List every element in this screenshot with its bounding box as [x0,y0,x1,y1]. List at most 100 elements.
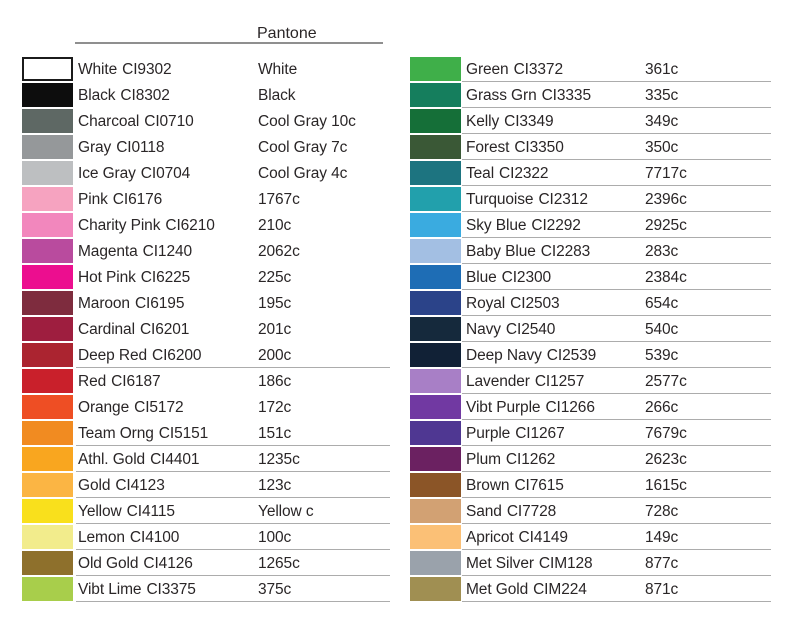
color-name: Royal [466,295,506,312]
color-name: White [78,61,118,78]
color-row: Yellow CI4115 Yellow c [22,499,394,525]
color-swatch [22,135,73,159]
pantone-value: 200c [258,347,292,364]
color-row: Pink CI6176 1767c [22,187,394,213]
color-name: Cardinal [78,321,135,338]
color-swatch [410,161,461,185]
color-row: Athl. Gold CI4401 1235c [22,447,394,473]
color-name: Forest [466,139,510,156]
color-row: Charity Pink CI6210 210c [22,213,394,239]
pantone-value: 540c [645,321,679,338]
color-code: CIM224 [533,581,587,598]
pantone-value: 361c [645,61,679,78]
color-name: Brown [466,477,510,494]
color-row: Grass Grn CI3335 335c [410,83,782,109]
color-row: Cardinal CI6201 201c [22,317,394,343]
row-rule [462,107,771,108]
color-row: Charcoal CI0710 Cool Gray 10c [22,109,394,135]
pantone-value: 539c [645,347,679,364]
color-row: White CI9302 White [22,57,394,83]
pantone-value: White [258,61,298,78]
color-swatch [410,83,461,107]
color-row: Gold CI4123 123c [22,473,394,499]
color-swatch [410,239,461,263]
color-row: Met Silver CIM128 877c [410,551,782,577]
color-row: Gray CI0118 Cool Gray 7c [22,135,394,161]
row-rule [76,497,390,498]
color-code: CI2283 [540,243,591,260]
color-code: CI2322 [499,165,549,182]
color-swatch [410,343,461,367]
color-code: CI2300 [501,269,552,286]
pantone-value: 151c [258,425,292,442]
pantone-value: Cool Gray 7c [258,139,348,156]
color-swatch [22,447,73,471]
row-rule [462,133,771,134]
color-code: CI1257 [534,373,585,390]
color-swatch [410,525,461,549]
color-swatch [22,551,73,575]
row-rule [462,575,771,576]
color-swatch [22,395,73,419]
color-swatch [410,57,461,81]
color-code: CI3372 [513,61,563,78]
color-swatch [410,395,461,419]
color-name: Plum [466,451,501,468]
color-code: CI4115 [126,503,175,520]
color-row: Turquoise CI2312 2396c [410,187,782,213]
pantone-value: 195c [258,295,292,312]
color-row: Sand CI7728 728c [410,499,782,525]
row-rule [462,211,771,212]
color-name: Magenta [78,243,138,260]
color-name: Gray [78,139,112,156]
color-name: Deep Red [78,347,147,364]
color-row: Forest CI3350 350c [410,135,782,161]
color-name: Turquoise [466,191,534,208]
row-rule [462,471,771,472]
pantone-value: 266c [645,399,679,416]
pantone-value: 123c [258,477,292,494]
row-rule [462,523,771,524]
pantone-value: 283c [645,243,679,260]
color-row: Green CI3372 361c [410,57,782,83]
pantone-value: 2384c [645,269,687,286]
pantone-value: 7679c [645,425,687,442]
color-row: Purple CI1267 7679c [410,421,782,447]
color-code: CI2292 [531,217,581,234]
row-rule [462,419,771,420]
row-rule [462,393,771,394]
color-name: Athl. Gold [78,451,146,468]
color-name: Kelly [466,113,500,130]
row-rule [462,341,771,342]
color-swatch [22,525,73,549]
color-code: CI1266 [545,399,595,416]
pantone-value: 871c [645,581,679,598]
color-code: CI2503 [510,295,560,312]
color-swatch [22,343,73,367]
pantone-column-header: Pantone [257,25,317,42]
pantone-value: 2623c [645,451,687,468]
color-row: Lavender CI1257 2577c [410,369,782,395]
row-rule [462,497,771,498]
color-name: Purple [466,425,511,442]
color-swatch [22,473,73,497]
color-name: Hot Pink [78,269,136,286]
color-code: CI5172 [134,399,184,416]
color-row: Deep Red CI6200 200c [22,343,394,369]
row-rule [462,601,771,602]
color-row: Navy CI2540 540c [410,317,782,343]
color-name: Charcoal [78,113,140,130]
color-list-left: White CI9302 White Black CI8302 Black Ch… [22,57,394,603]
color-code: CI6176 [112,191,163,208]
color-name: Green [466,61,509,78]
color-swatch [410,473,461,497]
color-swatch [410,109,461,133]
pantone-value: Cool Gray 10c [258,113,356,130]
color-row: Met Gold CIM224 871c [410,577,782,603]
pantone-value: 2062c [258,243,300,260]
color-code: CI2539 [546,347,597,364]
color-list-right: Green CI3372 361c Grass Grn CI3335 335c … [410,57,782,603]
pantone-value: 2577c [645,373,687,390]
color-swatch [22,369,73,393]
pantone-value: 2396c [645,191,687,208]
